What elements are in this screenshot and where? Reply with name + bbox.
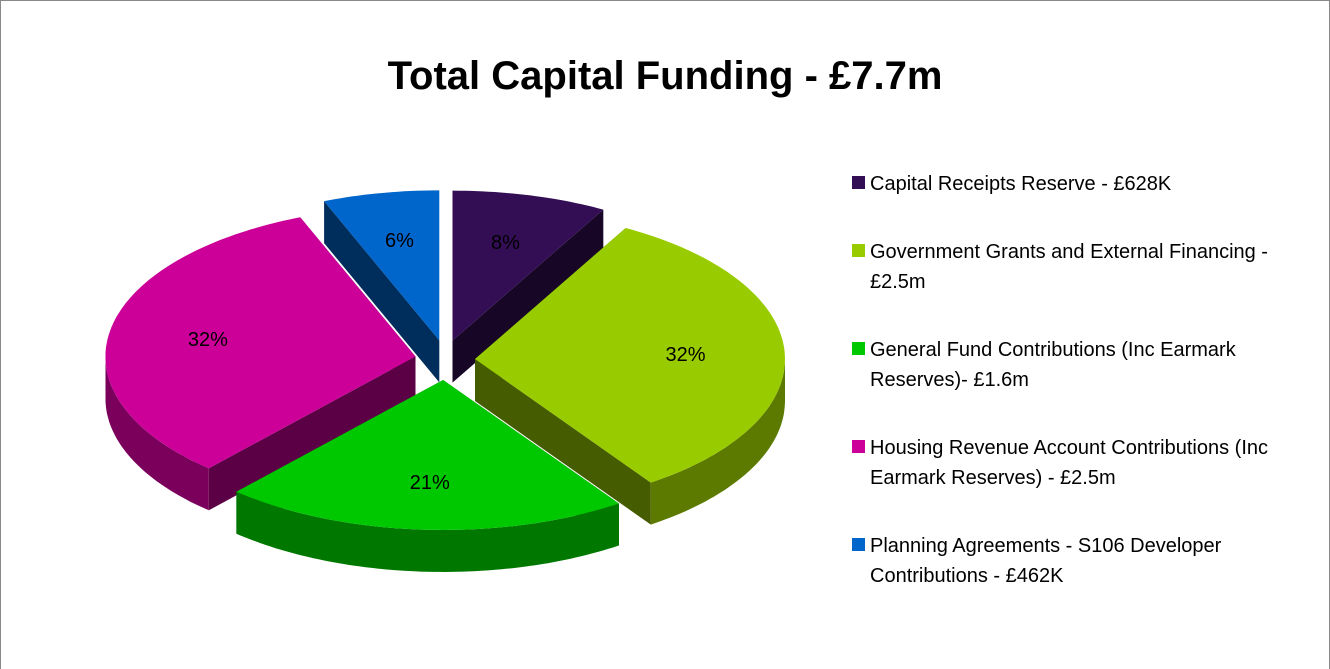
legend-swatch: [852, 538, 865, 551]
data-label: 6%: [385, 230, 414, 252]
legend-line: Housing Revenue Account Contributions (I…: [870, 437, 1274, 459]
chart-title: Total Capital Funding - £7.7m: [388, 54, 943, 98]
legend-swatch: [852, 440, 865, 453]
legend-line: General Fund Contributions (Inc Earmark: [870, 339, 1241, 361]
slice-top: [236, 380, 619, 530]
slice-top: [452, 190, 604, 341]
legend-line: Planning Agreements - S106 Developer: [870, 535, 1227, 557]
slice-side: [452, 209, 604, 383]
slice-wall: [650, 359, 785, 525]
legend-line: Earmark Reserves) - £2.5m: [870, 467, 1116, 489]
slice-side: [475, 359, 651, 525]
data-label: 32%: [666, 344, 706, 366]
legend-line: Government Grants and External Financing…: [870, 241, 1274, 263]
legend-label: Housing Revenue Account Contributions (I…: [870, 437, 1274, 489]
slice-side: [208, 356, 416, 511]
slice-top: [105, 217, 416, 469]
slice-wall: [236, 491, 619, 572]
legend-line: Capital Receipts Reserve - £628K: [870, 173, 1172, 195]
legend-label: Government Grants and External Financing…: [870, 241, 1274, 293]
legend-line: £2.5m: [870, 271, 926, 293]
legend-label: Capital Receipts Reserve - £628K: [870, 173, 1172, 195]
slice-top: [475, 228, 785, 483]
legend-swatch: [852, 342, 865, 355]
slice-side: [324, 201, 440, 383]
legend-swatch: [852, 244, 865, 257]
legend-line: Contributions - £462K: [870, 565, 1064, 587]
data-label: 32%: [188, 329, 228, 351]
data-label: 8%: [491, 232, 520, 254]
legend-line: Reserves)- £1.6m: [870, 369, 1029, 391]
slice-top: [324, 190, 440, 341]
legend-label: General Fund Contributions (Inc Earmark …: [870, 339, 1241, 391]
legend-swatch: [852, 176, 865, 189]
legend-label: Planning Agreements - S106 Developer Con…: [870, 535, 1227, 587]
data-label: 21%: [410, 472, 450, 494]
slice-wall: [105, 356, 209, 511]
